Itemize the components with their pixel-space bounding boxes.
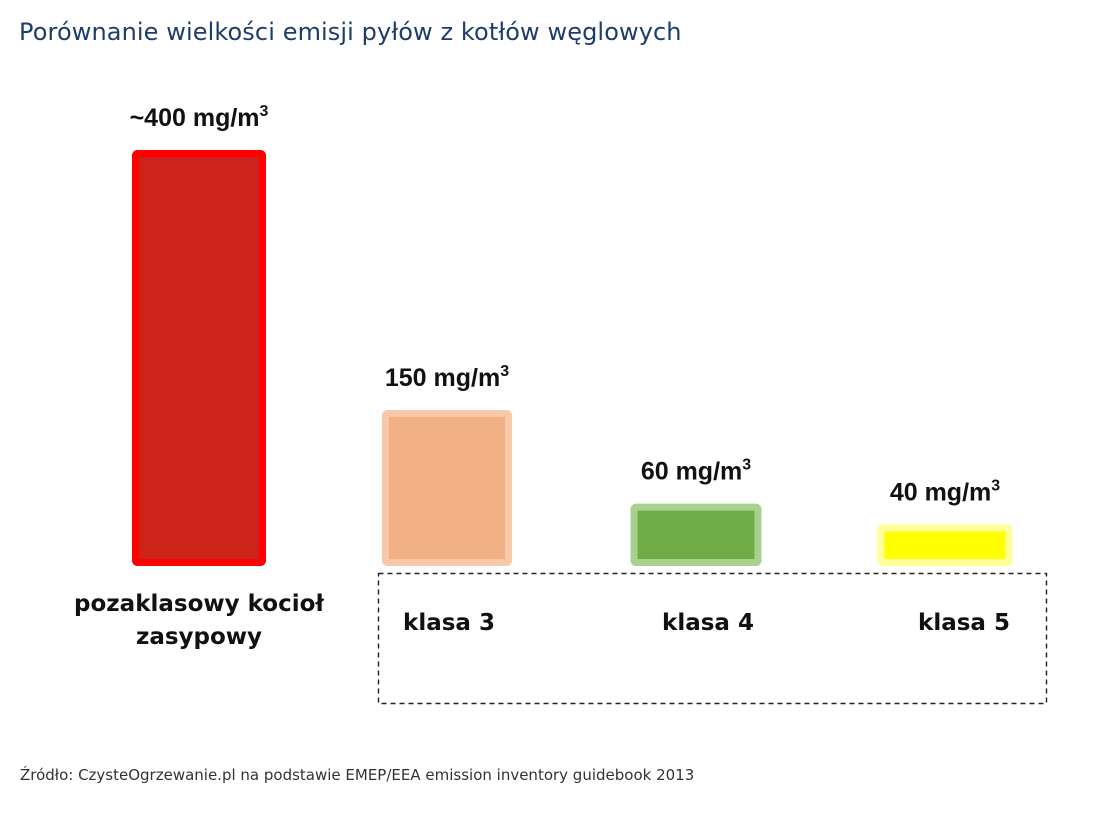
bar-value-label-2: 150 mg/m3	[385, 363, 509, 392]
bar-value-label-3: 60 mg/m3	[641, 457, 751, 486]
bar-1	[132, 150, 266, 566]
class-group-box	[377, 572, 1048, 705]
bar-3	[630, 503, 762, 567]
bar-4	[877, 524, 1013, 567]
category-label-2: klasa 3	[403, 610, 495, 636]
page-title: Porównanie wielkości emisji pyłów z kotł…	[19, 18, 682, 46]
category-label-1: pozaklasowy kocioł zasypowy	[74, 591, 324, 650]
bar-2	[382, 410, 512, 566]
category-label-3: klasa 4	[662, 610, 754, 636]
source-note: Źródło: CzysteOgrzewanie.pl na podstawie…	[20, 766, 695, 784]
category-label-4: klasa 5	[918, 610, 1010, 636]
bar-value-label-1: ~400 mg/m3	[130, 103, 269, 132]
bar-value-label-4: 40 mg/m3	[890, 477, 1000, 506]
